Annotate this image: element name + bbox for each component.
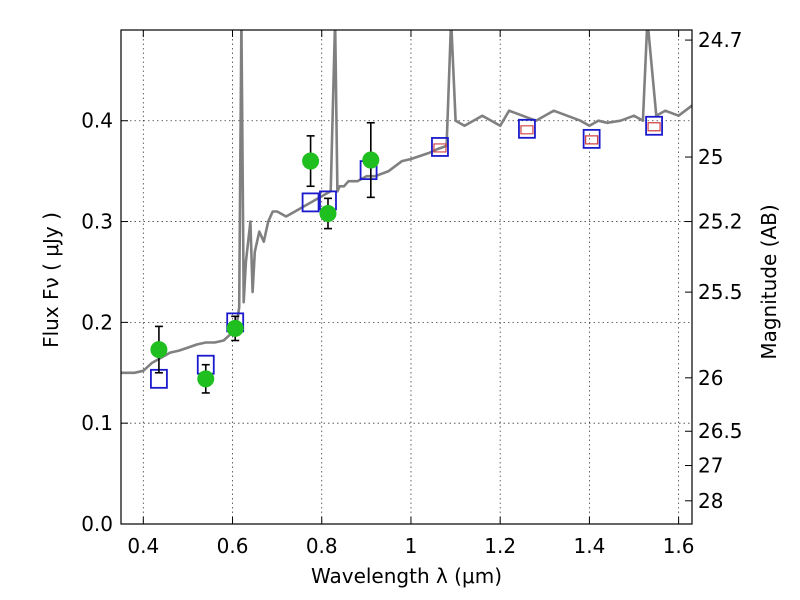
right-tick-label: 28 — [698, 489, 723, 513]
right-tick-label: 25.2 — [698, 210, 743, 234]
y-tick-label: 0.1 — [81, 411, 113, 435]
filter-curve — [585, 135, 599, 145]
y-tick-label: 0.4 — [81, 109, 113, 133]
observed-point — [150, 341, 168, 359]
right-tick-label: 27 — [698, 454, 723, 478]
grid-layer — [121, 30, 692, 525]
x-tick-label: 1.4 — [573, 534, 605, 558]
y-axis-label: Flux Fν ( μJy ) — [39, 212, 63, 348]
y-tick-label: 0.2 — [81, 310, 113, 334]
right-tick-label: 25.5 — [698, 280, 743, 304]
tick-layer: 0.4 0.6 0.8 1 1.2 1.4 1.6 0.0 0.1 0.2 0.3 0.4 24.7 25… — [81, 28, 742, 558]
x-tick-label: 1.6 — [663, 534, 695, 558]
observed-point — [362, 151, 380, 169]
observed-point — [319, 204, 337, 222]
y-axis-right-label: Magnitude (AB) — [757, 204, 781, 359]
model-photometry-box — [301, 192, 320, 213]
error-bar-layer — [154, 121, 375, 394]
spectrum-layer — [121, 30, 692, 375]
y-tick-label: 0.0 — [81, 512, 113, 536]
observed-point — [302, 152, 320, 170]
y-tick-label: 0.3 — [81, 210, 113, 234]
model-photometry-box — [582, 128, 601, 149]
observed-point-layer — [150, 151, 380, 388]
x-axis-label: Wavelength λ (μm) — [311, 564, 502, 588]
model-photometry-box — [645, 115, 663, 136]
filter-curve — [520, 125, 534, 135]
model-photometry-box — [431, 137, 449, 157]
x-tick-label: 0.8 — [306, 534, 338, 558]
x-tick-label: 1.2 — [484, 534, 516, 558]
right-tick-label: 24.7 — [698, 28, 743, 52]
observed-point — [226, 319, 244, 337]
plot-frame — [120, 29, 693, 525]
observed-point — [197, 370, 215, 388]
right-tick-label: 25 — [698, 145, 723, 169]
x-tick-label: 0.4 — [127, 534, 159, 558]
model-spectrum-line — [121, 30, 692, 375]
model-box-layer — [150, 115, 663, 389]
right-tick-label: 26 — [698, 366, 723, 390]
filter-curve — [647, 122, 661, 132]
right-tick-label: 26.5 — [698, 419, 743, 443]
x-tick-label: 1 — [405, 534, 418, 558]
filter-curve — [433, 143, 447, 153]
x-tick-label: 0.6 — [217, 534, 249, 558]
model-photometry-box — [518, 118, 536, 139]
